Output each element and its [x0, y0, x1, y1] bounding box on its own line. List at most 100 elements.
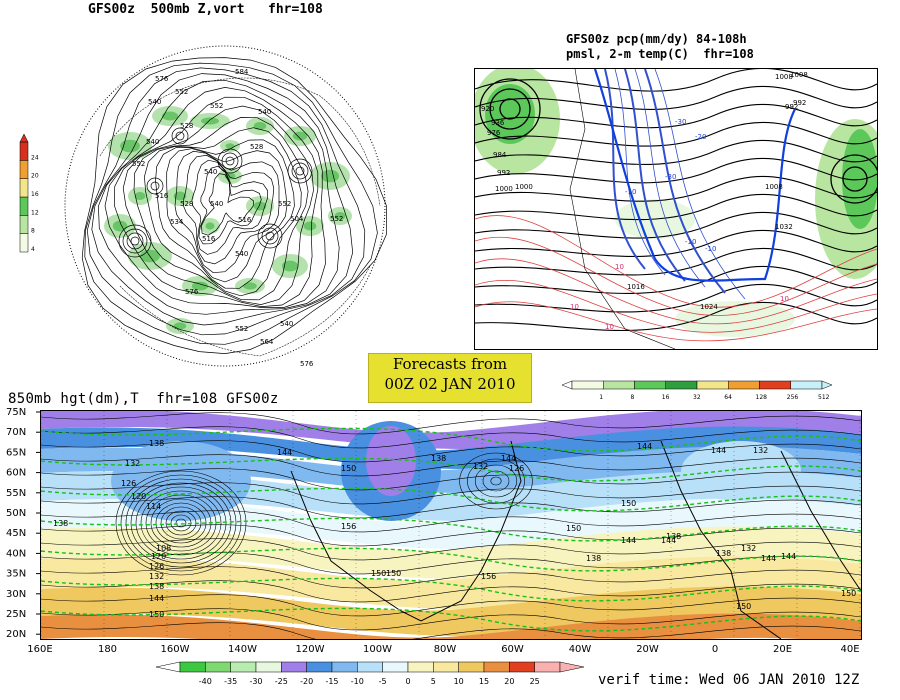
pressure-label: 1032	[775, 223, 793, 231]
closed-low-contour	[257, 223, 283, 249]
forecast-banner: Forecasts from 00Z 02 JAN 2010	[368, 353, 532, 403]
colorbar-arrow	[19, 133, 29, 143]
low-contour	[135, 486, 227, 560]
isotherm-cold	[614, 69, 666, 276]
height-contour	[133, 117, 309, 301]
isotherm-cold	[654, 69, 746, 300]
height-label: 144	[637, 442, 652, 451]
banner-line-1: Forecasts from	[392, 355, 508, 373]
height-label: 120	[131, 492, 146, 501]
lat-label: 50N	[6, 508, 26, 519]
height-contour	[41, 538, 861, 561]
colorbar-label: 256	[787, 394, 799, 401]
height-label: 114	[146, 502, 161, 511]
lat-label: 35N	[6, 569, 26, 580]
closed-low-contour	[118, 224, 152, 258]
colorbar-segment	[331, 661, 358, 673]
height-label: 132	[149, 572, 164, 581]
isobar	[475, 193, 877, 221]
low-center-contour	[489, 88, 531, 130]
colorbar-segment	[382, 661, 409, 673]
bottom-map: 138 132 126 120 114 108 138 144 150 156 150 144 138 1…	[40, 410, 862, 640]
top-left-map-title: GFS00z 500mb Z,vort fhr=108	[88, 2, 323, 17]
closed-low-contour	[122, 228, 148, 254]
isobar	[475, 175, 877, 202]
lon-label: 60W	[501, 644, 524, 655]
height-contour	[104, 87, 326, 308]
colorbar-label: 512	[818, 394, 830, 401]
height-label: 150	[149, 610, 164, 619]
bottom-map-title: 850mb hgt(dm),T fhr=108 GFS00z	[8, 391, 279, 407]
height-contour	[98, 79, 340, 315]
closed-low-contour	[217, 148, 243, 174]
low-contour	[474, 464, 518, 498]
temperature-band	[41, 411, 861, 449]
top-right-title-1: GFS00z pcp(mm/dy) 84-108h	[566, 32, 747, 46]
coastline	[99, 77, 381, 207]
height-contour	[144, 127, 302, 297]
isotherm-dashed	[41, 607, 861, 632]
height-label: 156	[481, 572, 496, 581]
height-label: 138	[149, 582, 164, 591]
north-america-map: 1008 920 936 976 984 992 1000 1000 992 1008 -30 -20…	[474, 68, 878, 350]
isotherm-dashed	[41, 547, 861, 572]
height-contour	[41, 510, 861, 533]
colorbar-label: 25	[530, 677, 540, 686]
pressure-label: 936	[491, 119, 505, 127]
lon-label: 160W	[161, 644, 190, 655]
colorbar-segment	[790, 380, 823, 390]
vorticity-core	[334, 211, 346, 221]
isotherm-zero	[593, 69, 796, 282]
isobar	[475, 121, 877, 147]
height-contour	[86, 67, 366, 336]
isobar	[475, 85, 877, 110]
isobar	[475, 157, 877, 184]
colorbar-segment	[205, 661, 231, 673]
vorticity-core	[253, 201, 267, 211]
colorbar-segment	[571, 380, 604, 390]
lon-label: 0	[712, 644, 718, 655]
height-label: 138	[586, 554, 601, 563]
pressure-label: 1000	[495, 185, 513, 193]
low-contour	[467, 458, 525, 504]
temperature-band	[41, 556, 861, 609]
verif-time: verif time: Wed 06 JAN 2010 12Z	[598, 672, 860, 688]
lon-label: 40E	[840, 644, 859, 655]
contour-label: 528	[180, 200, 193, 208]
contour-label: 516	[238, 216, 252, 224]
temperature-band	[41, 613, 861, 639]
colorbar-segment	[281, 661, 307, 673]
height-contour	[41, 454, 861, 477]
temperature-band	[41, 446, 861, 493]
colorbar-segment	[255, 661, 282, 673]
colorbar-segment	[665, 380, 698, 390]
isotherm-warm	[475, 236, 877, 316]
vorticity-core	[134, 191, 146, 201]
colorbar-label: 0	[405, 677, 410, 686]
temperature-band	[41, 426, 861, 469]
colorbar-label: 10	[454, 677, 464, 686]
contour-label: 540	[146, 138, 159, 146]
contour-label: 552	[278, 200, 291, 208]
height-contour	[122, 105, 314, 305]
isotherm-dashed	[41, 577, 861, 602]
height-contour	[41, 468, 861, 491]
colorbar-segment	[19, 196, 29, 216]
bottom-map-svg: 1381321261201141081381441501561501441381…	[41, 411, 861, 639]
isotherm-cold	[634, 69, 706, 288]
colorbar-label: 16	[662, 394, 670, 401]
pressure-label: -10	[705, 245, 716, 253]
colorbar-label: -30	[249, 677, 262, 686]
height-label: 132	[741, 544, 756, 553]
low-contour	[482, 470, 510, 492]
pressure-label: 10	[570, 303, 579, 311]
coastline	[569, 69, 676, 349]
pressure-label: -30	[665, 173, 676, 181]
lon-label: 160E	[27, 644, 52, 655]
lat-label: 40N	[6, 548, 26, 559]
colorbar-label: 12	[31, 209, 39, 216]
contour-label: 552	[330, 215, 343, 223]
colorbar-label: 32	[693, 394, 701, 401]
polar-map: 576 584 552 540 552 540 528 540 528 552 540 516 528 5…	[60, 26, 400, 376]
height-contour	[41, 566, 861, 589]
